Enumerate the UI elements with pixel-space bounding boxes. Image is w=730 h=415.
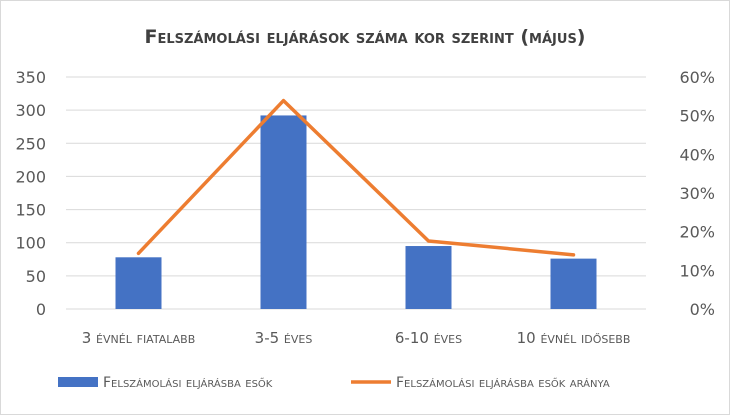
left-tick-label: 50 xyxy=(26,267,46,286)
category-label: 10 évnél idősebb xyxy=(517,329,631,347)
line-point xyxy=(427,239,430,243)
legend-swatch-bar xyxy=(58,377,98,387)
right-tick-label: 50% xyxy=(679,107,715,126)
right-tick-label: 0% xyxy=(690,300,715,319)
left-tick-label: 350 xyxy=(15,68,46,87)
left-tick-label: 0 xyxy=(36,300,46,319)
legend: Felszámolási eljárásba esők Felszámolási … xyxy=(58,375,610,391)
bar xyxy=(550,258,597,309)
right-tick-label: 10% xyxy=(679,261,715,280)
right-tick-label: 20% xyxy=(679,223,715,242)
legend-label-bar: Felszámolási eljárásba esők xyxy=(103,375,273,391)
right-tick-label: 60% xyxy=(679,68,715,87)
category-labels: 3 évnél fiatalabb 3-5 éves 6-10 éves 10 évn… xyxy=(82,329,631,347)
line-series xyxy=(136,98,576,257)
right-tick-label: 40% xyxy=(679,145,715,164)
line-point xyxy=(572,253,575,257)
line-point xyxy=(282,99,285,103)
gridlines xyxy=(66,76,646,310)
bar xyxy=(260,115,307,310)
right-axis-ticks: 0% 10% 20% 30% 40% 50% 60% xyxy=(679,68,715,319)
line-point xyxy=(137,251,140,255)
category-label: 6-10 éves xyxy=(395,329,462,347)
left-tick-label: 100 xyxy=(15,234,46,253)
line-path xyxy=(136,98,576,257)
category-label: 3 évnél fiatalabb xyxy=(82,329,196,347)
bar xyxy=(115,257,162,309)
left-tick-label: 300 xyxy=(15,101,46,120)
right-tick-label: 30% xyxy=(679,184,715,203)
left-tick-label: 250 xyxy=(15,134,46,153)
left-tick-label: 150 xyxy=(15,201,46,220)
chart-title: Felszámolási eljárások száma kor szerint… xyxy=(144,26,585,48)
category-label: 3-5 éves xyxy=(255,329,313,347)
bar xyxy=(405,246,452,309)
left-tick-label: 200 xyxy=(15,167,46,186)
bar-series xyxy=(115,115,597,310)
left-axis-ticks: 0 50 100 150 200 250 300 350 xyxy=(15,68,46,319)
legend-label-line: Felszámolási eljárásba esők aránya xyxy=(396,375,610,391)
